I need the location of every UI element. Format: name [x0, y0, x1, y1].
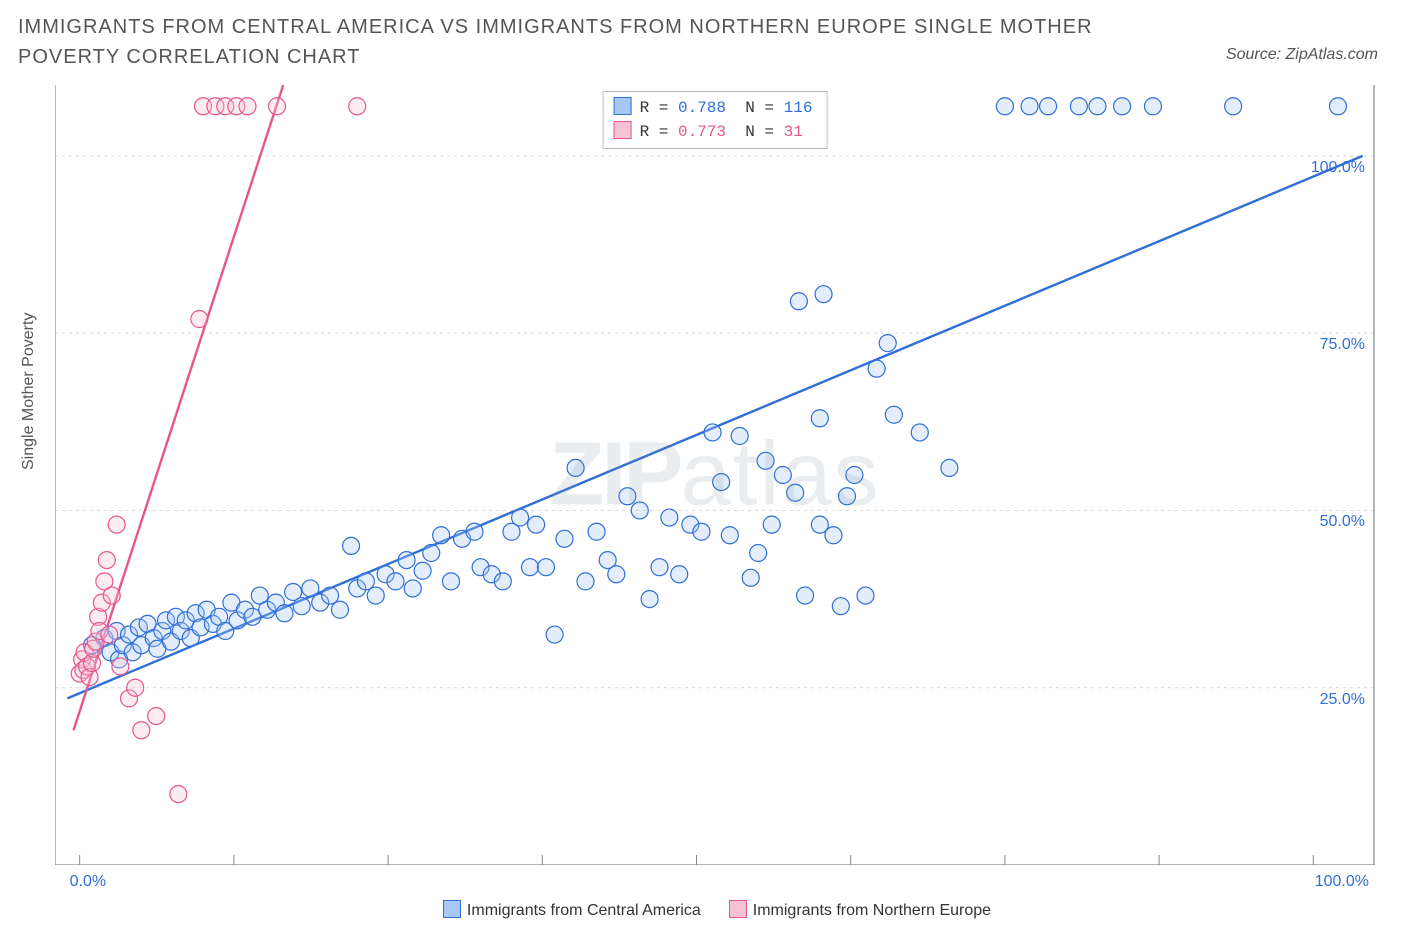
y-tick-label: 100.0% [1311, 159, 1365, 177]
legend-item: Immigrants from Northern Europe [701, 902, 991, 919]
series-legend: Immigrants from Central America Immigrant… [0, 900, 1406, 920]
y-tick-label: 50.0% [1320, 513, 1365, 531]
y-axis-label: Single Mother Poverty [20, 313, 38, 470]
stat-row: R = 0.773 N = 31 [614, 120, 813, 144]
y-tick-label: 75.0% [1320, 336, 1365, 354]
scatter-plot-area: ZIPatlas R = 0.788 N = 116R = 0.773 N = … [55, 85, 1375, 865]
legend-label: Immigrants from Central America [467, 902, 701, 919]
x-max-label: 100.0% [1315, 873, 1369, 891]
chart-title: IMMIGRANTS FROM CENTRAL AMERICA VS IMMIG… [18, 12, 1098, 72]
chart-svg [55, 85, 1375, 865]
stat-row: R = 0.788 N = 116 [614, 96, 813, 120]
legend-swatch [443, 900, 461, 918]
series-swatch [614, 121, 632, 139]
correlation-stats-box: R = 0.788 N = 116R = 0.773 N = 31 [603, 91, 828, 149]
x-min-label: 0.0% [70, 873, 106, 891]
legend-item: Immigrants from Central America [415, 902, 701, 919]
legend-swatch [729, 900, 747, 918]
source-attribution: Source: ZipAtlas.com [1226, 46, 1378, 64]
series-swatch [614, 97, 632, 115]
y-tick-label: 25.0% [1320, 691, 1365, 709]
legend-label: Immigrants from Northern Europe [753, 902, 991, 919]
